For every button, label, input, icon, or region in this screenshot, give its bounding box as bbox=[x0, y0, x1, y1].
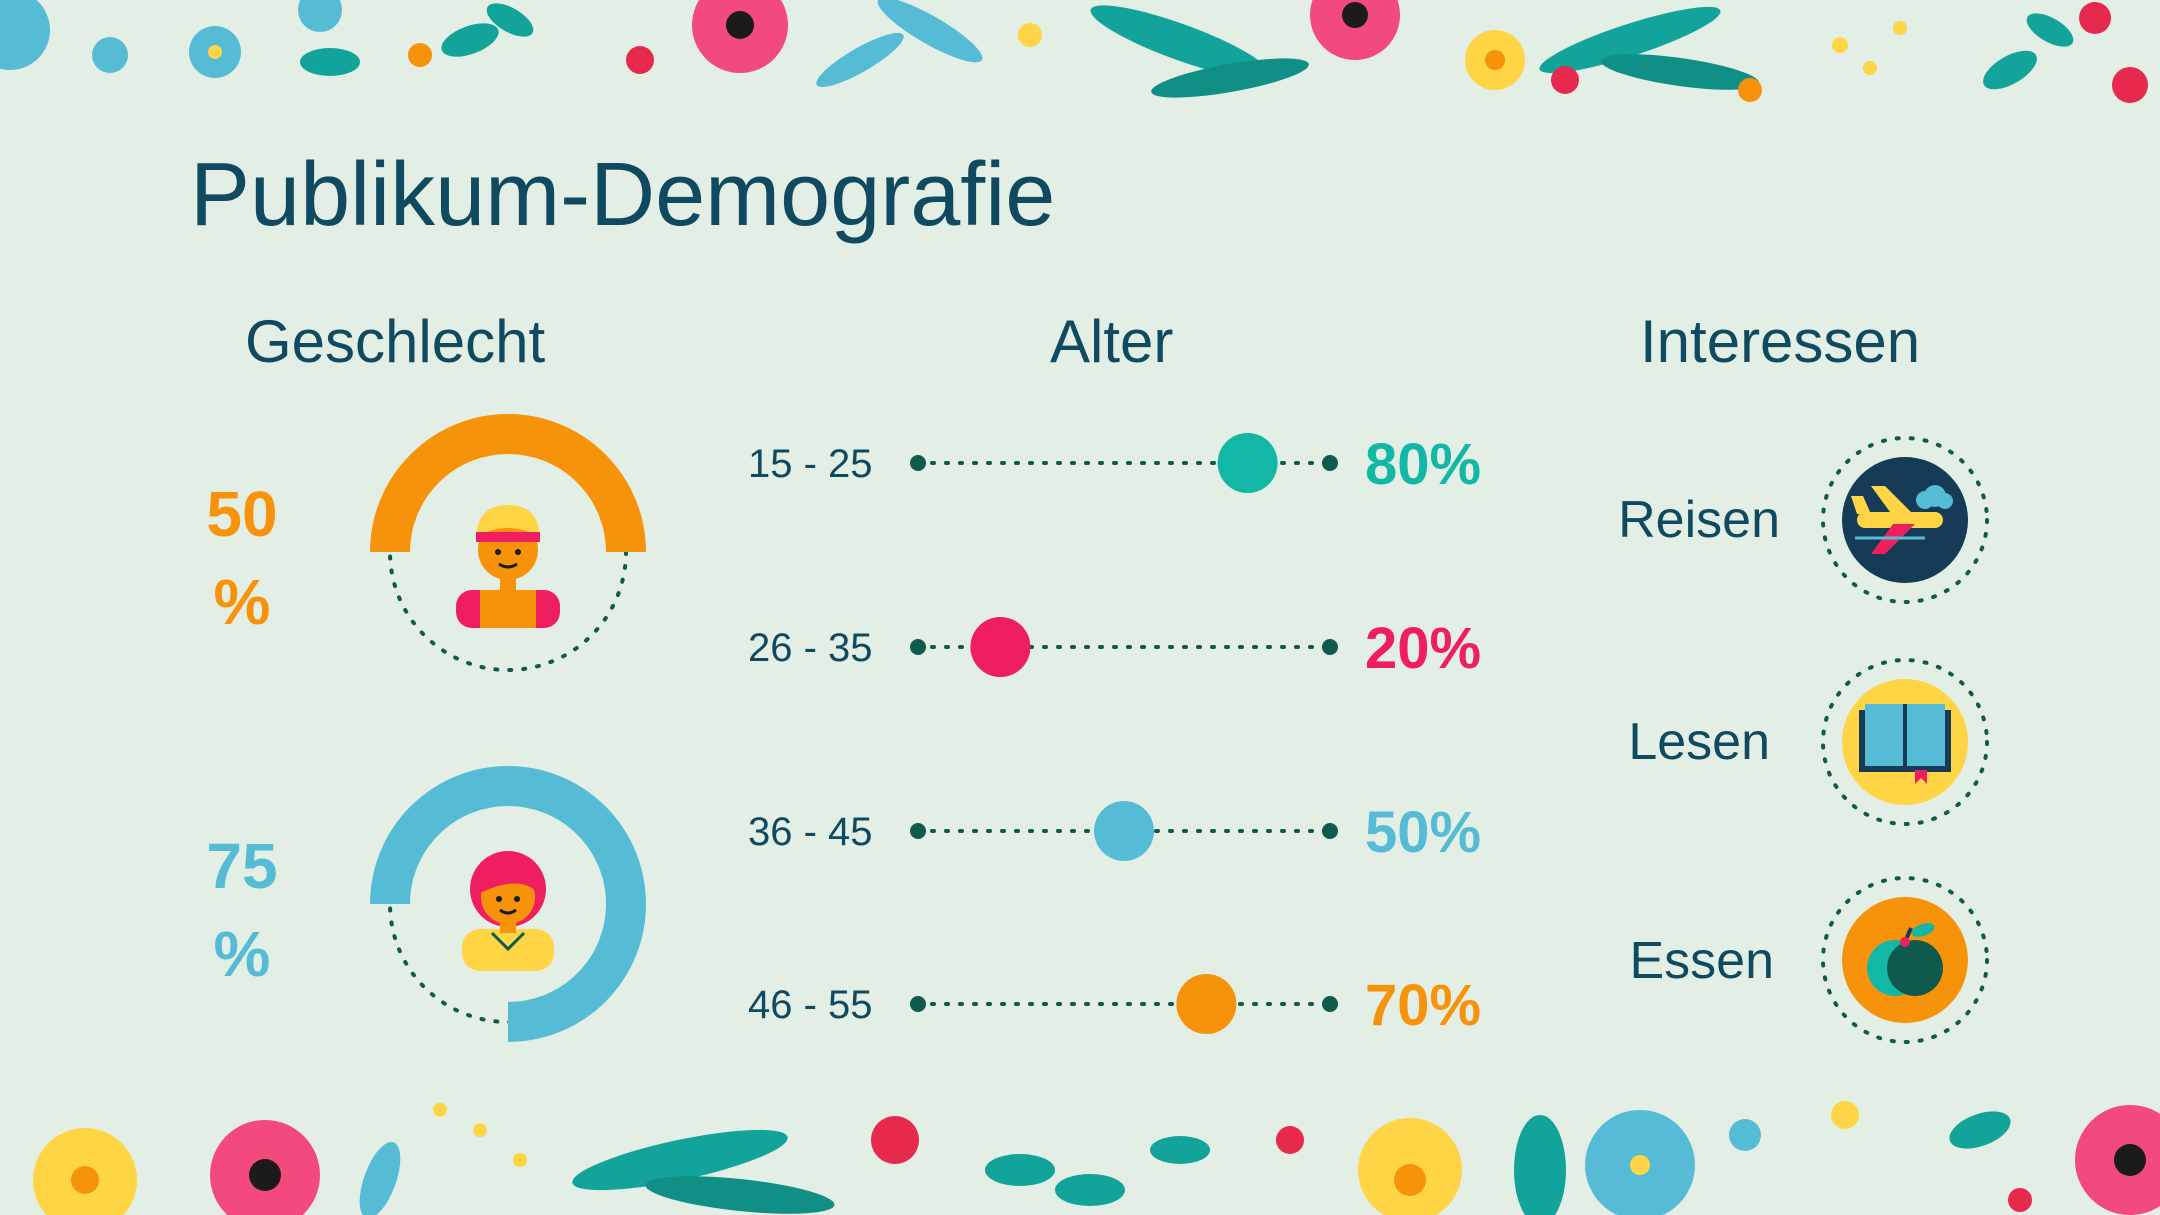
age-track-endpoint bbox=[910, 823, 926, 839]
age-label: 15 - 25 bbox=[748, 442, 873, 486]
floral-border-bottom bbox=[33, 1101, 2160, 1215]
gender-heading: Geschlecht bbox=[245, 308, 546, 375]
man-avatar-icon bbox=[456, 505, 560, 628]
age-label: 46 - 55 bbox=[748, 983, 873, 1027]
gender-gauge-female bbox=[370, 766, 646, 1042]
age-percent: 20% bbox=[1365, 616, 1482, 681]
age-heading: Alter bbox=[1050, 308, 1174, 375]
age-track-endpoint bbox=[1322, 455, 1338, 471]
age-track-endpoint bbox=[1322, 996, 1338, 1012]
gauge-arc bbox=[370, 414, 646, 553]
age-track-endpoint bbox=[910, 639, 926, 655]
percent-value: 75 bbox=[206, 830, 278, 902]
age-label: 36 - 45 bbox=[748, 810, 873, 854]
page-title: Publikum-Demografie bbox=[190, 145, 1056, 245]
age-track-endpoint bbox=[910, 455, 926, 471]
interests-heading: Interessen bbox=[1640, 308, 1921, 375]
interest-label: Essen bbox=[1629, 932, 1774, 990]
floral-border-top bbox=[0, 0, 2148, 103]
leaf-cluster-icon bbox=[300, 0, 2074, 98]
interest-badge-reading bbox=[1821, 658, 1989, 826]
flower-pink-icon bbox=[626, 0, 2148, 103]
age-percent: 70% bbox=[1365, 973, 1482, 1038]
interest-label: Reisen bbox=[1618, 491, 1780, 549]
age-track-endpoint bbox=[910, 996, 926, 1012]
book-icon bbox=[1859, 704, 1951, 784]
flower-pink-icon bbox=[210, 1105, 2160, 1215]
interest-badge-travel bbox=[1821, 436, 1989, 604]
age-marker bbox=[970, 617, 1031, 677]
age-tracks bbox=[910, 433, 1338, 1034]
age-percent: 50% bbox=[1365, 800, 1482, 865]
age-marker bbox=[1094, 801, 1154, 861]
age-track-endpoint bbox=[1322, 823, 1338, 839]
flower-yellow-icon bbox=[408, 21, 1907, 102]
age-marker bbox=[1176, 974, 1237, 1034]
gender-gauge-male bbox=[370, 414, 646, 672]
flower-blue-icon bbox=[1585, 1110, 1761, 1215]
apple-icon bbox=[1867, 923, 1943, 996]
interest-badge-food bbox=[1821, 876, 1989, 1044]
age-track-endpoint bbox=[1322, 639, 1338, 655]
gender-percent-female: 75 % bbox=[182, 822, 302, 998]
gauge-arc bbox=[370, 766, 646, 1042]
age-label: 26 - 35 bbox=[748, 626, 873, 670]
percent-sign: % bbox=[213, 566, 271, 638]
woman-avatar-icon bbox=[462, 851, 554, 971]
percent-sign: % bbox=[213, 918, 271, 990]
age-marker bbox=[1217, 433, 1278, 493]
percent-value: 50 bbox=[206, 478, 278, 550]
interest-label: Lesen bbox=[1628, 713, 1770, 771]
age-percent: 80% bbox=[1365, 432, 1482, 497]
flower-blue-icon bbox=[0, 0, 342, 78]
leaf-cluster-icon bbox=[359, 1111, 2011, 1215]
flower-yellow-icon bbox=[33, 1101, 1859, 1215]
airplane-icon bbox=[1851, 485, 1953, 554]
gender-percent-male: 50 % bbox=[182, 470, 302, 646]
